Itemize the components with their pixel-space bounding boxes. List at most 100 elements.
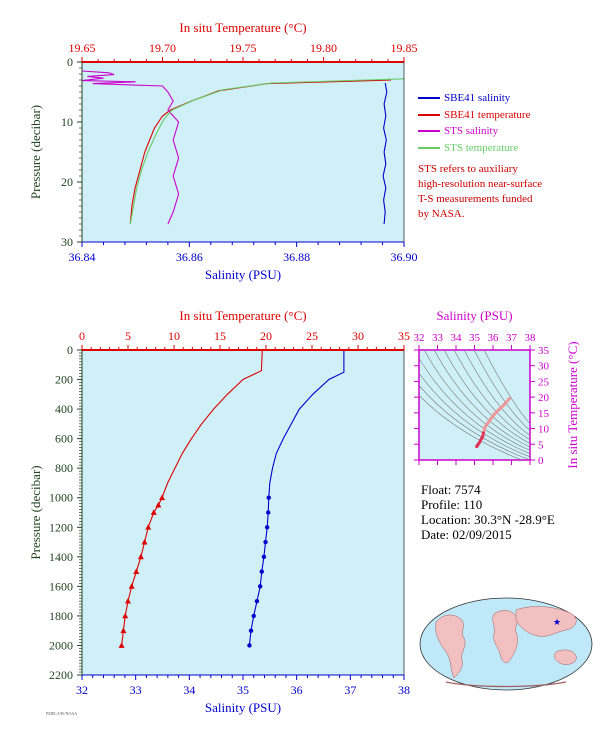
legend-label: STS salinity	[444, 125, 499, 137]
series-line-sts-temperature	[129, 78, 405, 225]
ts-point	[489, 416, 493, 421]
ts-temperature-tick-label: 30	[538, 361, 550, 373]
ts-point	[496, 408, 501, 412]
temperature-tick-label: 19.80	[310, 41, 337, 55]
density-contour	[419, 357, 530, 454]
ts-temperature-tick-label: 5	[538, 439, 544, 451]
data-point-triangle	[145, 524, 152, 530]
temperature-tick-label: 19.70	[149, 41, 176, 55]
profile-number: Profile: 110	[421, 497, 483, 512]
temperature-tick-label: 0	[79, 329, 85, 343]
data-point-triangle	[122, 612, 129, 619]
data-point-triangle	[125, 597, 131, 604]
density-contour	[419, 384, 530, 460]
density-contour	[419, 372, 530, 458]
legend-item-sts-temperature: STS temperature	[418, 140, 530, 157]
data-point-dot	[251, 613, 256, 619]
density-contours	[419, 350, 530, 460]
profile-date: Date: 02/09/2015	[421, 527, 512, 542]
salinity-tick-label: 33	[130, 683, 142, 697]
ts-salinity-tick-label: 34	[451, 332, 463, 344]
float-info: Float: 7574 Profile: 110 Location: 30.3°…	[421, 482, 555, 542]
pressure-axis-title: Pressure (decibar)	[28, 105, 43, 199]
temperature-tick-label: 19.85	[391, 41, 418, 55]
ts-point	[502, 403, 506, 407]
pressure-tick-label: 1200	[49, 520, 73, 534]
data-point-triangle	[128, 583, 135, 589]
data-point-dot	[263, 539, 268, 545]
legend-item-sts-salinity: STS salinity	[418, 123, 530, 140]
series-line-sts-salinity	[81, 70, 180, 225]
data-point-triangle	[150, 509, 157, 515]
ts-temperature-axis-title: In situ Temperature (°C)	[565, 341, 580, 468]
sts-note-line: T-S measurements funded	[418, 193, 533, 205]
pressure-tick-label: 600	[55, 432, 73, 446]
temperature-tick-label: 5	[125, 329, 131, 343]
ts-salinity-tick-label: 35	[469, 332, 481, 344]
pressure-tick-label: 800	[55, 461, 73, 475]
float-id: Float: 7574	[421, 482, 481, 497]
temperature-axis-title: In situ Temperature (°C)	[179, 308, 306, 323]
data-point-dot	[266, 495, 271, 500]
data-point-dot	[254, 598, 260, 604]
density-contour	[423, 350, 530, 451]
density-contour	[433, 350, 530, 448]
ts-temperature-tick-label: 20	[538, 392, 550, 404]
data-point-dot	[257, 584, 263, 589]
ts-temperature-tick-label: 10	[538, 424, 550, 436]
salinity-tick-label: 36.90	[391, 250, 418, 264]
pressure-tick-label: 2000	[49, 638, 73, 652]
ts-point	[483, 426, 487, 430]
data-point-triangle	[155, 501, 162, 508]
data-point-triangle	[159, 494, 166, 501]
salinity-tick-label: 38	[398, 683, 410, 697]
pressure-tick-label: 0	[67, 55, 73, 69]
data-point-triangle	[141, 538, 148, 545]
temperature-tick-label: 10	[168, 329, 180, 343]
ts-salinity-tick-label: 38	[525, 332, 537, 344]
ts-point	[492, 413, 496, 417]
pressure-tick-label: 2200	[49, 668, 73, 682]
map-land-antarctica	[445, 681, 567, 688]
legend-item-sbe41-salinity: SBE41 salinity	[418, 90, 530, 107]
data-point-dot	[247, 643, 252, 648]
legend-label: STS temperature	[444, 141, 519, 154]
ts-salinity-tick-label: 32	[414, 332, 425, 344]
world-map: ★	[419, 597, 593, 691]
pressure-tick-label: 30	[61, 235, 73, 249]
legend-label: SBE41 salinity	[444, 92, 511, 104]
ts-temperature-tick-label: 0	[538, 455, 544, 467]
map-land-americas	[435, 614, 466, 679]
salinity-tick-label: 36.84	[69, 250, 96, 264]
pressure-tick-label: 10	[61, 115, 73, 129]
salinity-tick-label: 36.86	[176, 250, 203, 264]
density-contour	[463, 350, 530, 436]
ts-temperature-tick-label: 35	[538, 345, 550, 357]
ts-point	[486, 420, 490, 424]
pressure-tick-label: 0	[67, 343, 73, 357]
sts-note-line: STS refers to auxiliary	[418, 163, 518, 175]
salinity-tick-label: 35	[237, 683, 249, 697]
legend-label: SBE41 temperature	[444, 108, 531, 121]
temperature-tick-label: 19.75	[230, 41, 257, 55]
temperature-tick-label: 30	[352, 329, 364, 343]
temperature-axis-title: In situ Temperature (°C)	[179, 20, 306, 35]
salinity-axis-title: Salinity (PSU)	[205, 267, 281, 282]
temperature-tick-label: 20	[260, 329, 272, 343]
plot-area	[82, 350, 404, 675]
legend-swatch	[418, 113, 440, 116]
pressure-tick-label: 200	[55, 373, 73, 387]
temperature-tick-label: 35	[398, 329, 410, 343]
ts-point	[484, 423, 488, 428]
temperature-tick-label: 19.65	[69, 41, 96, 55]
series-line-temperature	[121, 349, 263, 646]
pressure-tick-label: 400	[55, 402, 73, 416]
ts-plot-area	[418, 349, 531, 461]
density-contour	[443, 350, 530, 444]
pressure-tick-label: 1400	[49, 550, 73, 564]
pressure-tick-label: 1000	[49, 491, 73, 505]
map-land-asia	[515, 606, 577, 637]
legend-swatch	[418, 130, 440, 133]
salinity-tick-label: 36	[291, 683, 303, 697]
data-point-dot	[259, 569, 264, 574]
